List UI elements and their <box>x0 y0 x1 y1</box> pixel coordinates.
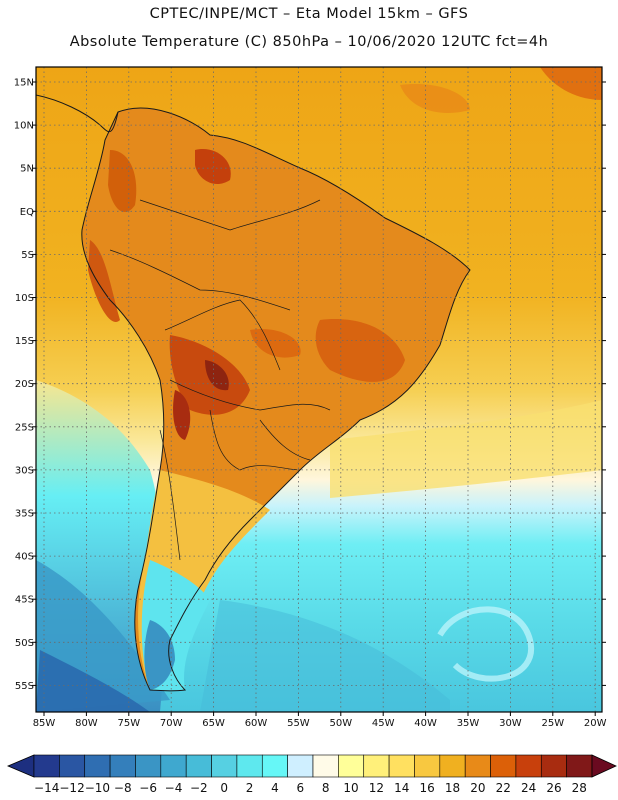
colorbar-swatch <box>185 754 212 778</box>
colorbar-label: −14 <box>34 781 59 795</box>
warm-patch-atlantic <box>400 84 470 113</box>
colorbar-label: −8 <box>114 781 132 795</box>
lon-label: 80W <box>75 718 98 729</box>
hot-spot-venezuela <box>195 149 231 185</box>
colorbar-label: −6 <box>139 781 157 795</box>
lon-label: 40W <box>414 718 437 729</box>
colorbar-swatch <box>490 754 517 778</box>
colorbar-low-arrow <box>6 754 35 778</box>
hot-spot-brazil-central <box>315 319 405 382</box>
colorbar-label: 2 <box>246 781 254 795</box>
cold-south-atlantic <box>200 600 450 712</box>
lon-label: 20W <box>584 718 607 729</box>
lat-label: 25S <box>15 422 34 433</box>
lat-label: 5S <box>21 250 34 261</box>
colorbar-label: −2 <box>190 781 208 795</box>
colorbar-label: 0 <box>220 781 228 795</box>
cyclone-swirl <box>437 606 535 682</box>
colorbar-label: −12 <box>59 781 84 795</box>
colorbar-swatch <box>287 754 314 778</box>
colorbar-swatch <box>464 754 491 778</box>
hot-spot-argentina-north <box>173 390 191 440</box>
hot-spot-andes-north <box>108 150 137 213</box>
colorbar-swatch <box>388 754 415 778</box>
title-line-2: Absolute Temperature (C) 850hPa – 10/06/… <box>69 34 549 50</box>
colorbar-label: 12 <box>369 781 384 795</box>
lon-label: 30W <box>499 718 522 729</box>
colorbar-high-arrow <box>591 754 617 778</box>
colorbar-label: 18 <box>445 781 460 795</box>
subtropical-band <box>330 400 602 498</box>
lon-label: 70W <box>160 718 183 729</box>
colorbar-label: −4 <box>165 781 183 795</box>
colorbar-swatch <box>84 754 111 778</box>
colorbar-swatch <box>540 754 567 778</box>
lon-label: 85W <box>33 718 56 729</box>
colorbar-swatch <box>236 754 263 778</box>
lon-label: 55W <box>287 718 310 729</box>
colorbar-swatch <box>363 754 390 778</box>
lon-label: 65W <box>202 718 225 729</box>
lat-label: 10S <box>15 293 34 304</box>
lat-label: 45S <box>15 595 34 606</box>
colorbar-swatch <box>566 754 593 778</box>
colorbar-swatch <box>211 754 238 778</box>
lat-label: 55S <box>15 681 34 692</box>
colorbar-label: 6 <box>296 781 304 795</box>
colorbar-swatch <box>338 754 365 778</box>
lat-label: 5N <box>20 164 34 175</box>
latitude-axis: 15N 10N 5N EQ 5S 10S 15S 20S 25S 30S 35S 40S 45S 50S 5… <box>14 78 606 692</box>
colorbar-label: 8 <box>322 781 330 795</box>
colorbar-swatch <box>135 754 162 778</box>
lat-label: 50S <box>15 638 34 649</box>
colorbar-swatch <box>414 754 441 778</box>
lon-label: 35W <box>457 718 480 729</box>
hot-spot-mato-grosso <box>250 329 301 358</box>
lon-label: 25W <box>541 718 564 729</box>
colorbar-swatch <box>312 754 339 778</box>
lat-label: EQ <box>20 207 34 218</box>
colorbar-swatch <box>59 754 86 778</box>
lon-label: 45W <box>372 718 395 729</box>
lat-label: 30S <box>15 465 34 476</box>
map-frame <box>35 66 603 713</box>
colorbar-label: 20 <box>470 781 485 795</box>
temperature-field <box>36 67 602 712</box>
lat-label: 40S <box>15 552 34 563</box>
colorbar-label: 16 <box>419 781 434 795</box>
hot-core-chaco <box>205 360 229 391</box>
colorbar-label: 10 <box>343 781 358 795</box>
colorbar-swatch <box>33 754 60 778</box>
colorbar-label: 4 <box>271 781 279 795</box>
colorbar-swatch <box>109 754 136 778</box>
lat-label: 20S <box>15 379 34 390</box>
lon-label: 75W <box>117 718 140 729</box>
colorbar-label: 24 <box>521 781 536 795</box>
lat-label: 35S <box>15 509 34 520</box>
colorbar-swatch <box>261 754 288 778</box>
lat-label: 10N <box>14 121 34 132</box>
tierra-del-fuego-cold <box>144 620 175 690</box>
colorbar-label: 22 <box>496 781 511 795</box>
lat-label: 15S <box>15 336 34 347</box>
longitude-axis: 85W 80W 75W 70W 65W 60W 55W 50W 45W 40W 35W 30W 25W 2… <box>33 712 607 729</box>
colorbar-label: −10 <box>85 781 110 795</box>
lat-label: 15N <box>14 78 34 89</box>
coldest-southwest <box>36 650 150 712</box>
colorbar: −14 −12 −10 −8 −6 −4 −2 0 2 4 6 8 10 12 14 16 18 20 22 24 26… <box>6 754 617 795</box>
lon-label: 60W <box>245 718 268 729</box>
warm-patch-northeast <box>540 67 602 100</box>
colorbar-swatch <box>160 754 187 778</box>
title-line-1: CPTEC/INPE/MCT – Eta Model 15km – GFS <box>149 6 469 22</box>
colorbar-label: 28 <box>572 781 587 795</box>
colorbar-label: 26 <box>546 781 561 795</box>
colorbar-label: 14 <box>394 781 409 795</box>
colorbar-swatch <box>515 754 542 778</box>
lon-label: 50W <box>329 718 352 729</box>
colorbar-swatch <box>439 754 466 778</box>
